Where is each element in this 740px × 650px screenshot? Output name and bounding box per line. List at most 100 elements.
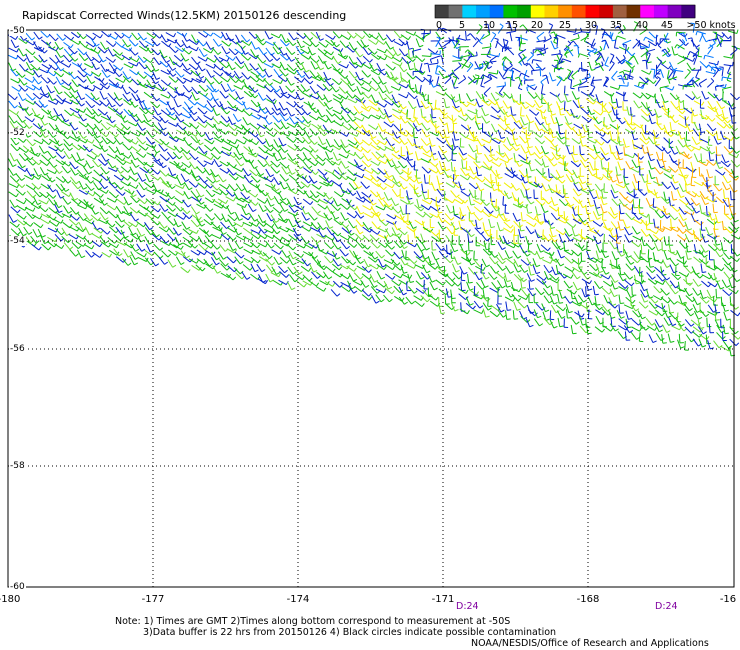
wind-barb-flag <box>734 219 739 223</box>
wind-barb <box>248 160 255 169</box>
wind-barb-flag <box>509 62 513 66</box>
wind-barb-flag <box>598 213 603 217</box>
wind-barb-flag <box>519 163 523 167</box>
wind-barb-flag <box>52 195 57 199</box>
wind-barb <box>476 75 480 85</box>
wind-barb-flag <box>340 221 344 226</box>
wind-barb-flag <box>293 70 298 75</box>
wind-barb-flag <box>417 128 422 132</box>
wind-barb-flag <box>692 54 697 57</box>
wind-barb-flag <box>396 165 401 169</box>
wind-barb <box>188 63 197 71</box>
wind-barb <box>166 204 174 212</box>
wind-barb <box>97 108 106 116</box>
wind-barb <box>100 166 107 175</box>
wind-barb-flag <box>519 125 524 129</box>
wind-barb-flag <box>232 172 237 176</box>
wind-barb-flag <box>452 75 457 79</box>
wind-barb <box>690 107 695 117</box>
wind-barb <box>101 136 108 145</box>
wind-barb <box>700 153 703 163</box>
wind-barb-flag <box>389 158 393 162</box>
wind-barb-flag <box>490 226 496 229</box>
wind-barb <box>541 123 548 132</box>
wind-barb <box>129 207 138 214</box>
wind-barb-flag <box>164 119 169 124</box>
wind-barb <box>625 160 631 170</box>
wind-barb-flag <box>121 56 125 61</box>
wind-barb <box>528 162 532 172</box>
wind-barb-flag <box>189 170 193 175</box>
wind-barb-flag <box>673 198 678 201</box>
wind-barb <box>347 139 356 146</box>
wind-barb-flag <box>590 112 596 116</box>
wind-barb-flag <box>242 45 246 50</box>
wind-barb <box>393 30 401 39</box>
wind-barb <box>136 189 143 198</box>
wind-barb-flag <box>409 202 414 205</box>
wind-barb-flag <box>358 164 363 168</box>
wind-barb-flag <box>314 162 319 167</box>
wind-barb-flag <box>101 78 105 82</box>
wind-barb <box>232 113 239 122</box>
wind-barb-flag <box>32 162 37 166</box>
wind-barb <box>265 192 272 201</box>
wind-barb <box>435 64 438 74</box>
wind-barb <box>127 109 135 118</box>
wind-barb-flag <box>325 43 329 48</box>
wind-barb-flag <box>95 211 99 215</box>
wind-barb-flag <box>662 60 667 64</box>
wind-barb <box>227 106 237 112</box>
wind-barb-flag <box>397 210 402 214</box>
wind-barb <box>504 173 513 179</box>
wind-barb-flag <box>262 74 266 78</box>
wind-barb-flag <box>301 74 306 78</box>
wind-barb <box>610 189 615 199</box>
wind-barb-flag <box>593 24 598 27</box>
wind-barb <box>25 168 32 177</box>
wind-barb-flag <box>666 47 671 52</box>
wind-barb <box>677 42 686 49</box>
wind-barb-flag <box>293 138 297 143</box>
wind-barb-flag <box>695 47 700 51</box>
wind-barb <box>370 144 379 151</box>
wind-barb-flag <box>85 139 89 144</box>
wind-barb <box>461 60 468 69</box>
wind-barb-flag <box>78 201 82 205</box>
wind-barb-flag <box>715 66 719 71</box>
wind-barb-flag <box>203 54 208 58</box>
wind-barb-flag <box>262 141 267 145</box>
wind-barb-flag <box>496 173 501 177</box>
wind-barb-flag <box>60 82 65 86</box>
wind-barb-flag <box>358 185 363 189</box>
wind-barb-flag <box>478 24 483 28</box>
wind-barb <box>130 114 137 122</box>
wind-barb-flag <box>388 203 393 208</box>
wind-barb <box>68 218 77 226</box>
wind-barb <box>523 69 528 79</box>
wind-barb-flag <box>564 48 569 52</box>
wind-barb <box>495 176 498 186</box>
wind-barb <box>502 212 507 222</box>
wind-barb-flag <box>252 152 257 156</box>
wind-barb <box>610 184 616 193</box>
wind-barb <box>548 219 552 229</box>
wind-barb <box>116 214 122 223</box>
wind-barb <box>173 54 182 62</box>
wind-barb <box>353 116 363 122</box>
wind-barb-flag <box>284 208 289 212</box>
wind-barb <box>510 182 517 191</box>
wind-barb <box>436 76 440 86</box>
wind-barb <box>407 92 415 100</box>
wind-barb-flag <box>15 36 19 40</box>
wind-barb <box>682 32 688 42</box>
wind-barb <box>180 147 188 154</box>
wind-barb <box>414 204 422 212</box>
wind-barb <box>631 139 635 149</box>
wind-barb-flag <box>426 150 431 154</box>
wind-barb-flag <box>52 189 57 193</box>
wind-barb-flag <box>56 222 60 227</box>
wind-barb-flag <box>115 82 119 86</box>
wind-barb <box>481 138 490 144</box>
wind-barb <box>632 92 641 99</box>
